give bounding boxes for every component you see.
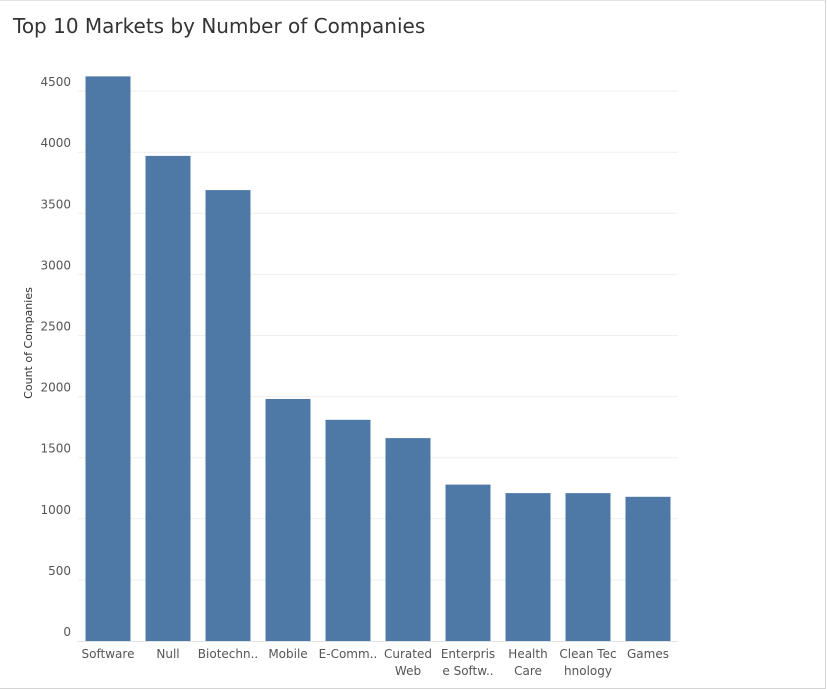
x-tick-label-line: E-Comm.. (319, 647, 378, 661)
x-tick-label-line: Mobile (268, 647, 307, 661)
y-axis-label: Count of Companies (22, 287, 35, 399)
y-tick-label: 2000 (40, 381, 71, 395)
bars (85, 76, 671, 641)
x-tick-label: Enterpris e Softw.. (441, 647, 495, 678)
x-tick-label: Mobile (268, 647, 307, 661)
bar[interactable] (505, 493, 551, 641)
x-tick-label: Health Care (508, 647, 547, 678)
y-tick-label: 3000 (40, 258, 71, 272)
x-axis-ticks: Software Null Biotechn.. Mobile E-Comm.. Cura… (82, 647, 669, 678)
bar[interactable] (385, 438, 431, 641)
x-tick-label: Null (156, 647, 179, 661)
bar[interactable] (325, 419, 371, 641)
x-tick-label-line: Enterpris (441, 647, 495, 661)
x-tick-label: E-Comm.. (319, 647, 378, 661)
x-tick-label: Clean Tec hnology (559, 647, 616, 678)
x-tick-label: Curated Web (384, 647, 432, 678)
bar[interactable] (85, 76, 131, 641)
x-tick-label-line: e Softw.. (442, 664, 493, 678)
y-tick-label: 1000 (40, 503, 71, 517)
x-tick-label-line: hnology (564, 664, 612, 678)
x-tick-label-line: Health (508, 647, 547, 661)
y-tick-label: 500 (48, 564, 71, 578)
bar[interactable] (625, 496, 671, 641)
x-tick-label-line: Web (395, 664, 421, 678)
y-tick-label: 4000 (40, 136, 71, 150)
y-axis-ticks: 0 500 1000 1500 2000 2500 3000 3500 4000 4500 (40, 75, 71, 639)
y-tick-label: 4500 (40, 75, 71, 89)
chart-title: Top 10 Markets by Number of Companies (13, 14, 426, 38)
bar[interactable] (565, 493, 611, 641)
bar[interactable] (445, 484, 491, 641)
x-tick-label-line: Null (156, 647, 179, 661)
y-tick-label: 3500 (40, 197, 71, 211)
x-tick-label: Software (82, 647, 135, 661)
bar[interactable] (205, 190, 251, 641)
x-tick-label: Games (627, 647, 669, 661)
x-tick-label-line: Clean Tec (559, 647, 616, 661)
bar[interactable] (145, 155, 191, 641)
x-tick-label-line: Care (514, 664, 542, 678)
y-tick-label: 2500 (40, 320, 71, 334)
x-tick-label-line: Games (627, 647, 669, 661)
x-tick-label-line: Biotechn.. (198, 647, 258, 661)
y-tick-label: 0 (63, 625, 71, 639)
x-tick-label: Biotechn.. (198, 647, 258, 661)
x-tick-label-line: Curated (384, 647, 432, 661)
bar[interactable] (265, 399, 311, 641)
y-tick-label: 1500 (40, 442, 71, 456)
x-tick-label-line: Software (82, 647, 135, 661)
